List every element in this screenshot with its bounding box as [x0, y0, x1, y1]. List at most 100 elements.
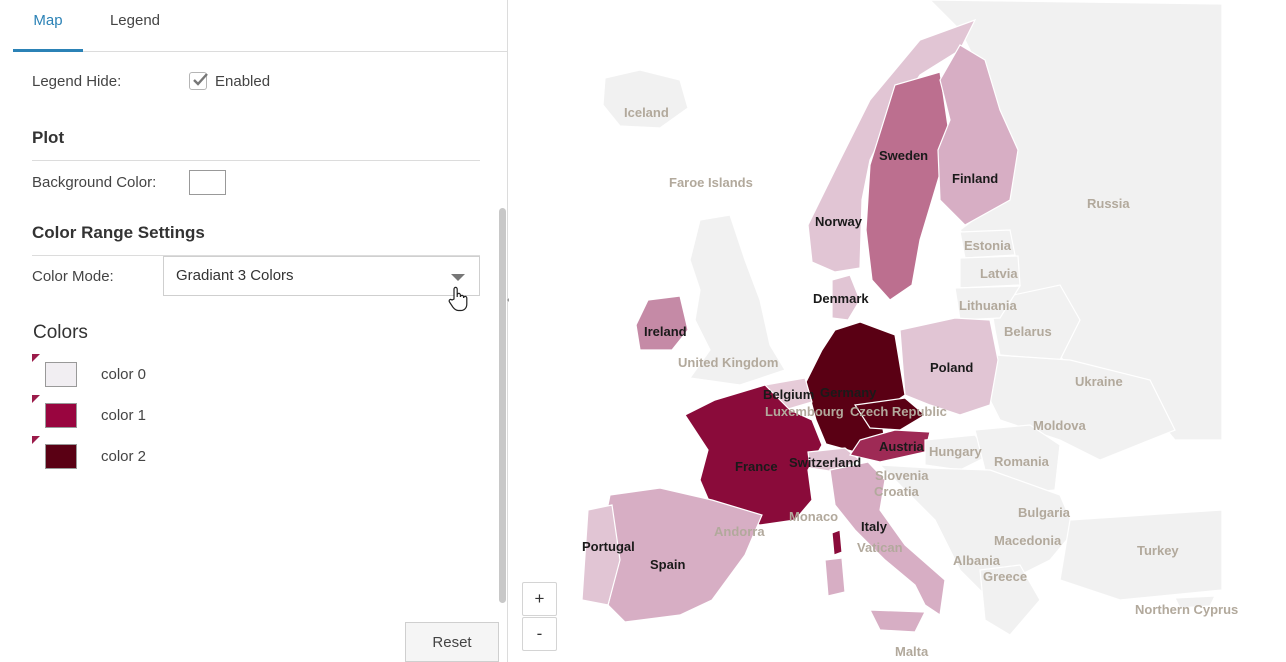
corner-marker-icon — [32, 354, 40, 362]
label-albania: Albania — [953, 553, 1001, 568]
label-spain: Spain — [650, 557, 685, 572]
label-lithuania: Lithuania — [959, 298, 1018, 313]
country-corsica[interactable] — [831, 529, 843, 556]
country-spain[interactable] — [604, 487, 763, 623]
color-row-2: color 2 — [32, 436, 332, 472]
country-france[interactable] — [684, 384, 823, 526]
color-range-section-title: Color Range Settings — [32, 223, 205, 242]
color-row-0: color 0 — [32, 354, 332, 390]
divider — [32, 160, 480, 161]
label-russia: Russia — [1087, 196, 1130, 211]
label-belarus: Belarus — [1004, 324, 1052, 339]
country-czech[interactable] — [853, 397, 927, 431]
checkmark-icon — [193, 73, 208, 86]
colors-title: Colors — [33, 322, 88, 343]
corner-marker-icon — [32, 436, 40, 444]
country-cyprus[interactable] — [1174, 595, 1216, 609]
legend-hide-value: Enabled — [215, 73, 271, 90]
color-row-1: color 1 — [32, 395, 332, 431]
divider — [32, 255, 480, 256]
label-luxembourg: Luxembourg — [765, 404, 844, 419]
country-greece[interactable] — [979, 564, 1041, 636]
country-latvia[interactable] — [959, 255, 1021, 289]
label-france: France — [735, 459, 778, 474]
color-2-swatch[interactable] — [45, 444, 77, 469]
country-lithuania[interactable] — [954, 285, 1022, 321]
label-ireland: Ireland — [644, 324, 687, 339]
corner-marker-icon — [32, 395, 40, 403]
label-italy: Italy — [861, 519, 888, 534]
color-mode-label: Color Mode: — [32, 268, 114, 285]
country-uk[interactable] — [688, 214, 786, 386]
label-greece: Greece — [983, 569, 1027, 584]
label-finland: Finland — [952, 171, 998, 186]
label-ukraine: Ukraine — [1075, 374, 1123, 389]
zoom-out-button[interactable]: - — [522, 617, 557, 651]
country-finland[interactable] — [937, 44, 1019, 226]
scrollbar[interactable] — [498, 52, 507, 612]
label-turkey: Turkey — [1137, 543, 1179, 558]
tab-bar: Map Legend — [13, 0, 507, 52]
label-romania: Romania — [994, 454, 1050, 469]
country-denmark[interactable] — [831, 274, 861, 321]
color-2-label: color 2 — [101, 448, 147, 465]
label-portugal: Portugal — [582, 539, 635, 554]
map-view[interactable]: Iceland Faroe Islands Norway Sweden Finl… — [509, 0, 1286, 662]
country-ukraine[interactable] — [989, 354, 1176, 461]
settings-panel: Map Legend Legend Hide: Enabled Plot Bac… — [0, 0, 508, 662]
country-italy[interactable] — [829, 461, 946, 617]
label-hungary: Hungary — [929, 444, 983, 459]
label-sweden: Sweden — [879, 148, 928, 163]
country-estonia[interactable] — [959, 229, 1016, 259]
label-monaco: Monaco — [789, 509, 838, 524]
label-croatia: Croatia — [874, 484, 920, 499]
legend-hide-checkbox[interactable] — [189, 72, 208, 90]
background-color-swatch[interactable] — [189, 170, 226, 195]
hand-cursor-icon — [448, 286, 468, 312]
reset-button[interactable]: Reset — [405, 622, 499, 662]
label-austria: Austria — [879, 439, 925, 454]
legend-hide-label: Legend Hide: — [32, 73, 122, 90]
label-switzerland: Switzerland — [789, 455, 861, 470]
label-andorra: Andorra — [714, 524, 765, 539]
label-slovenia: Slovenia — [875, 468, 929, 483]
country-sicily[interactable] — [869, 609, 926, 633]
tab-map[interactable]: Map — [13, 0, 83, 52]
country-iceland[interactable] — [602, 69, 689, 129]
label-iceland: Iceland — [624, 105, 669, 120]
country-hungary[interactable] — [924, 434, 991, 471]
plot-section-title: Plot — [32, 128, 65, 147]
label-germany: Germany — [820, 385, 877, 400]
country-ireland[interactable] — [635, 295, 689, 351]
label-moldova: Moldova — [1033, 418, 1086, 433]
country-portugal[interactable] — [581, 504, 621, 606]
country-balkans[interactable] — [878, 464, 1076, 601]
color-1-swatch[interactable] — [45, 403, 77, 428]
color-0-label: color 0 — [101, 366, 147, 383]
background-color-label: Background Color: — [32, 174, 157, 191]
color-mode-select[interactable]: Gradiant 3 Colors — [163, 256, 480, 296]
color-mode-value: Gradiant 3 Colors — [176, 267, 294, 284]
label-northern-cyprus: Northern Cyprus — [1135, 602, 1238, 617]
europe-map[interactable]: Iceland Faroe Islands Norway Sweden Finl… — [509, 0, 1286, 662]
country-sardinia[interactable] — [824, 557, 846, 597]
country-turkey[interactable] — [1059, 509, 1223, 601]
label-uk: United Kingdom — [678, 355, 778, 370]
label-estonia: Estonia — [964, 238, 1012, 253]
color-1-label: color 1 — [101, 407, 147, 424]
label-belgium: Belgium — [763, 387, 814, 402]
country-poland[interactable] — [899, 317, 999, 416]
label-faroe: Faroe Islands — [669, 175, 753, 190]
zoom-in-button[interactable]: + — [522, 582, 557, 616]
color-0-swatch[interactable] — [45, 362, 77, 387]
label-latvia: Latvia — [980, 266, 1018, 281]
label-norway: Norway — [815, 214, 863, 229]
tab-legend[interactable]: Legend — [109, 12, 161, 29]
label-vatican: Vatican — [857, 540, 903, 555]
label-czech: Czech Republic — [850, 404, 947, 419]
scrollbar-thumb[interactable] — [499, 208, 506, 603]
chevron-down-icon — [451, 274, 465, 281]
country-sweden[interactable] — [865, 71, 951, 301]
label-malta: Malta — [895, 644, 929, 659]
